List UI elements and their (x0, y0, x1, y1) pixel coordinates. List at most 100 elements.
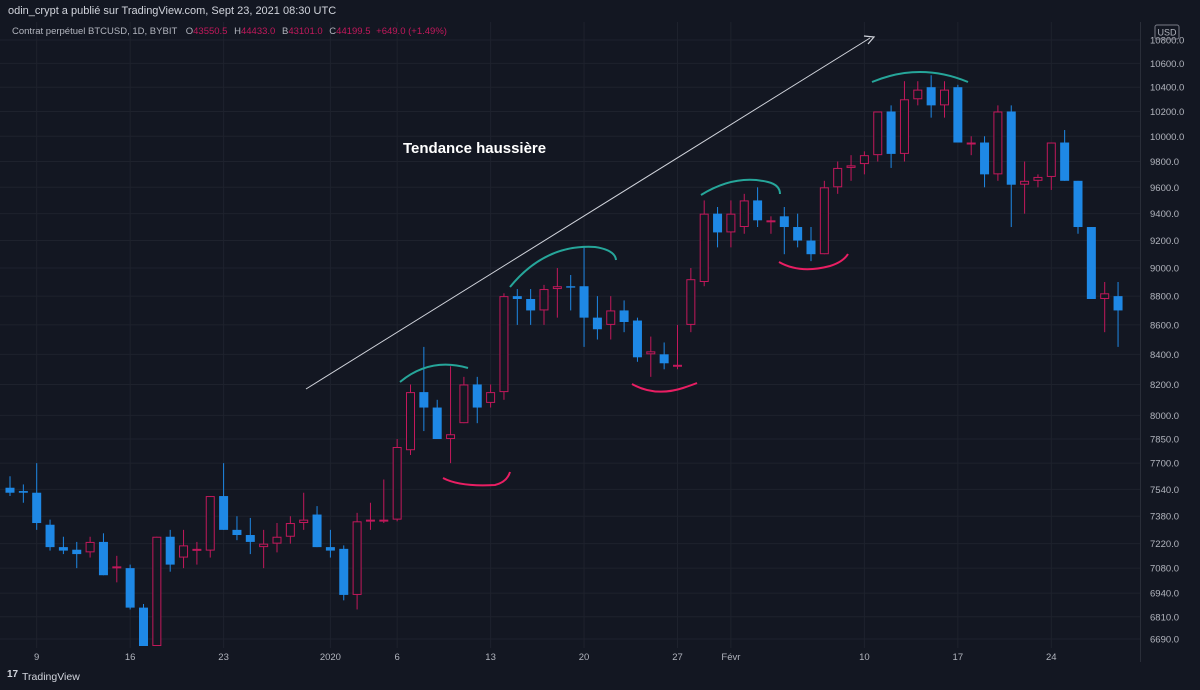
price-tick-label: 10800.0 (1150, 36, 1184, 47)
price-tick-label: 7540.0 (1150, 485, 1179, 496)
price-tick-label: 7220.0 (1150, 539, 1179, 550)
candle (486, 384, 496, 408)
time-tick-label: 9 (34, 652, 39, 663)
candle (245, 517, 255, 555)
candle-body (125, 568, 135, 608)
candle-body (1113, 296, 1123, 311)
candle-body (58, 547, 68, 551)
candle (112, 555, 122, 583)
candle-body (659, 354, 669, 364)
candle (726, 200, 736, 248)
candle-body (419, 392, 429, 408)
candle (552, 268, 562, 318)
candle-body (1100, 293, 1110, 299)
candle-body (85, 541, 95, 553)
candle-body (299, 519, 309, 524)
support-arc (778, 253, 849, 271)
candle-body (766, 220, 776, 223)
legend-c-label: C (329, 26, 336, 37)
time-tick-label: 24 (1046, 652, 1057, 663)
candle-body (179, 545, 189, 558)
candle (980, 136, 990, 188)
candle-body (673, 364, 682, 367)
candle (365, 502, 375, 530)
resistance-arc (700, 178, 781, 196)
candle-body (219, 496, 229, 530)
candle (499, 293, 509, 400)
candle (58, 536, 68, 555)
candle-body (606, 310, 616, 325)
candle (72, 541, 82, 569)
legend-o-value: 43550.5 (193, 26, 227, 37)
candlestick-chart[interactable]: Tendance haussière 6690.0 6810.0 6940.0 708… (0, 22, 1200, 665)
candle-body (499, 296, 509, 393)
candle-body (339, 548, 349, 595)
candle-body (285, 523, 295, 537)
candle (459, 376, 469, 424)
candle-body (953, 87, 963, 143)
candle (406, 384, 415, 456)
time-tick-label: 27 (672, 652, 683, 663)
price-tick-label: 9400.0 (1150, 209, 1179, 220)
tradingview-brand[interactable]: TradingView (22, 671, 80, 683)
candle (125, 564, 135, 610)
candle (926, 75, 936, 118)
candle (179, 529, 189, 569)
time-tick-label: Févr (721, 652, 740, 663)
price-tick-label: 10400.0 (1150, 83, 1184, 94)
candle (1113, 282, 1123, 347)
candle (779, 207, 789, 255)
candle-body (32, 492, 42, 524)
candle-body (566, 286, 576, 288)
candle (579, 247, 589, 347)
candle (379, 479, 389, 524)
candle-body (365, 519, 375, 522)
candle (446, 366, 456, 464)
candle-body (993, 111, 1003, 175)
candle (526, 289, 536, 325)
tradingview-logo-icon[interactable]: 17 (7, 669, 19, 680)
time-tick-label: 2020 (320, 652, 341, 663)
candle-body (539, 289, 549, 311)
candle-body (406, 392, 415, 451)
candle (766, 216, 776, 234)
candle (859, 151, 869, 175)
price-tick-label: 7700.0 (1150, 459, 1179, 470)
candle (806, 227, 816, 262)
candle-body (325, 547, 335, 551)
candle-body (686, 279, 696, 325)
resistance-arc (871, 71, 969, 83)
candle (966, 136, 976, 156)
candle (18, 484, 28, 503)
candle (846, 155, 856, 181)
candle (539, 284, 549, 325)
candle (512, 289, 522, 325)
candle-body (793, 227, 803, 241)
candle (993, 105, 1003, 181)
candle (940, 81, 949, 118)
candle-body (5, 487, 15, 493)
candle-body (846, 165, 856, 168)
candle-body (913, 89, 923, 100)
candle (566, 274, 576, 311)
candle-body (926, 87, 936, 106)
candle-body (1046, 142, 1056, 177)
candle (833, 161, 843, 194)
currency-badge[interactable]: USD (1154, 24, 1180, 40)
candle (1100, 282, 1110, 333)
publisher-text: odin_crypt a publié sur TradingView.com,… (8, 5, 337, 17)
candle-body (98, 541, 108, 576)
candle (819, 180, 829, 255)
price-tick-label: 8000.0 (1150, 411, 1179, 422)
candle (152, 536, 162, 646)
candle (299, 492, 309, 530)
candle-body (873, 111, 883, 156)
candle-body (1060, 142, 1070, 181)
candle (285, 516, 295, 544)
candle-body (272, 536, 282, 544)
time-axis[interactable]: 9 16 23 2020 6 13 20 27 Févr 10 17 24 (34, 652, 1057, 663)
candle-body (713, 213, 723, 233)
candle-body (819, 187, 829, 255)
candle-body (446, 434, 456, 440)
price-axis[interactable]: 6690.0 6810.0 6940.0 7080.0 7220.0 7380.0 7540… (1140, 22, 1185, 662)
